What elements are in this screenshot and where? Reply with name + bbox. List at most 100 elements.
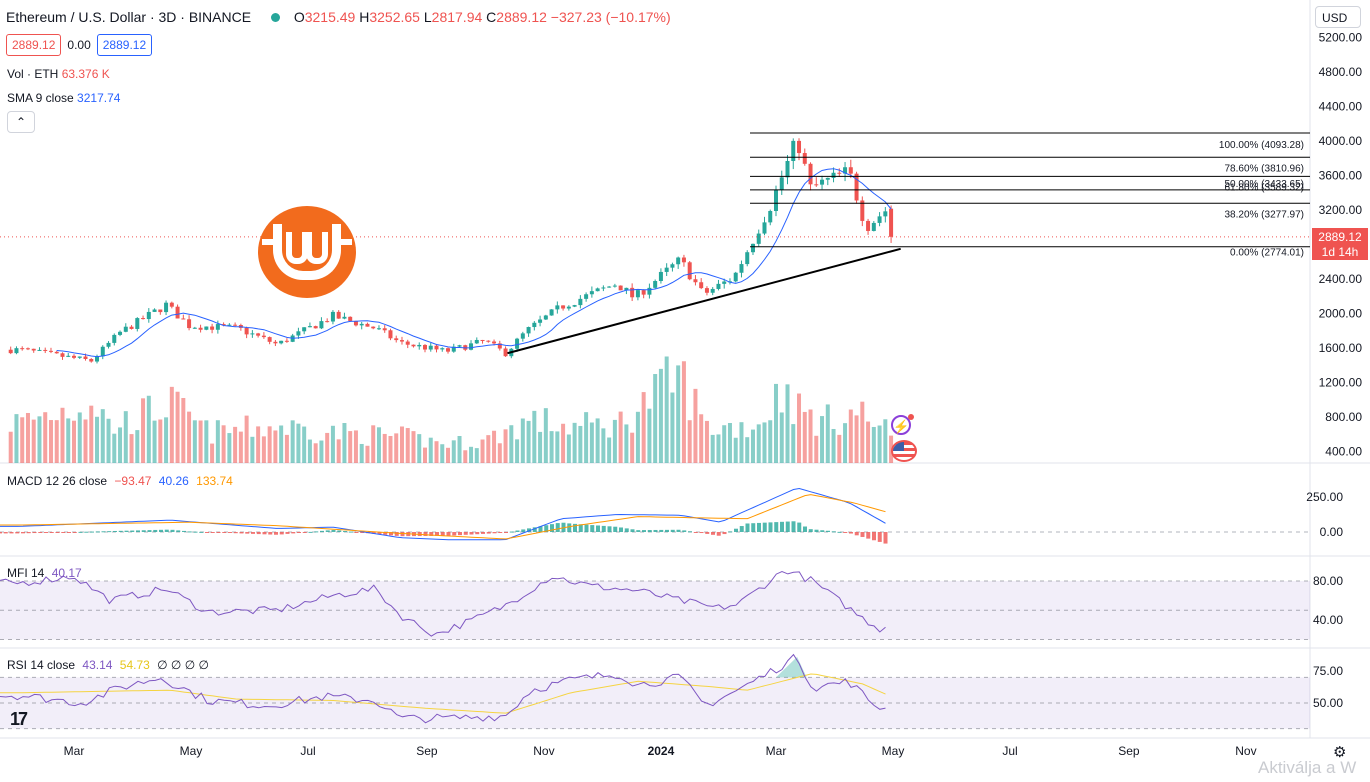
tradingview-logo-icon[interactable]: 17: [10, 709, 28, 729]
candle-body: [423, 344, 427, 350]
candle-body: [624, 287, 629, 291]
volume-bar: [31, 419, 36, 463]
macd-histogram-bar: [61, 532, 66, 533]
mfi-legend[interactable]: MFI 14 40.17: [7, 565, 82, 581]
mfi-layer: [0, 570, 1310, 640]
macd-histogram-bar: [567, 523, 572, 532]
volume-bar: [382, 433, 387, 463]
volume-bar: [635, 411, 640, 463]
macd-legend[interactable]: MACD 12 26 close −93.47 40.26 133.74: [7, 473, 233, 489]
macd-histogram-bar: [544, 525, 549, 532]
volume-bar: [152, 420, 157, 463]
trendline: [507, 247, 901, 355]
volume-bar: [371, 425, 376, 463]
symbol-legend[interactable]: Ethereum / U.S. Dollar · 3D · BINANCE O3…: [6, 9, 671, 25]
candle-body: [750, 243, 755, 253]
macd-histogram-bar: [55, 532, 60, 533]
macd-histogram-bar: [636, 530, 641, 532]
spread-value: 0.00: [67, 38, 91, 52]
volume-bar: [135, 430, 140, 463]
volume-bar: [538, 431, 543, 463]
macd-histogram-bar: [199, 531, 204, 533]
price-tick-label: 2400.00: [1319, 272, 1363, 286]
volume-bar: [785, 384, 790, 463]
macd-histogram-bar: [734, 528, 738, 532]
volume-legend[interactable]: Vol · ETH 63.376 K: [7, 66, 110, 82]
candle-body: [325, 321, 330, 323]
sell-price-button[interactable]: 2889.12: [6, 34, 62, 56]
macd-tick-label: 250.00: [1306, 490, 1343, 504]
macd-histogram-bar: [613, 526, 618, 532]
volume-bar: [871, 426, 876, 463]
macd-histogram-bar: [343, 531, 347, 533]
macd-histogram-bar: [860, 532, 865, 537]
settings-gear-icon[interactable]: ⚙: [1333, 744, 1347, 761]
volume-bar: [250, 436, 255, 463]
volume-bar: [284, 434, 289, 463]
volume-bar: [215, 420, 220, 463]
high-value: 3252.65: [369, 9, 420, 25]
candle-body: [256, 333, 261, 336]
macd-histogram-bar: [688, 531, 692, 533]
candle-body: [486, 340, 491, 342]
macd-histogram-bar: [297, 532, 301, 533]
macd-histogram-bar: [90, 531, 94, 533]
candle-body: [825, 177, 830, 180]
candle-body: [313, 326, 318, 329]
rsi-layer: [0, 653, 1310, 730]
candle-body: [164, 302, 169, 313]
candle-body: [267, 337, 272, 342]
us-flag-icon[interactable]: [891, 440, 917, 462]
candle-body: [658, 271, 663, 281]
time-tick-label: 2024: [648, 744, 675, 758]
macd-histogram-bar: [38, 532, 43, 533]
volume-bar: [330, 425, 335, 463]
macd-histogram-bar: [555, 523, 560, 532]
volume-bar: [779, 412, 784, 463]
buy-price-button[interactable]: 2889.12: [96, 34, 153, 56]
macd-histogram-bar: [521, 529, 526, 532]
candle-body: [785, 160, 790, 178]
sma-legend[interactable]: SMA 9 close 3217.74: [7, 90, 120, 106]
volume-bar: [687, 420, 692, 463]
candle-body: [382, 328, 387, 331]
rsi-overbought-fill: [776, 656, 807, 678]
volume-bar: [296, 423, 301, 463]
macd-histogram-bar: [440, 532, 445, 536]
volume-bar: [307, 439, 312, 463]
volume-bar: [434, 441, 439, 463]
candle-body: [635, 290, 640, 298]
collapse-legend-button[interactable]: ⌃: [7, 111, 35, 133]
macd-histogram-bar: [693, 532, 698, 533]
symbol-title[interactable]: Ethereum / U.S. Dollar · 3D · BINANCE: [6, 9, 252, 25]
macd-histogram-bar: [642, 530, 646, 532]
candle-body: [302, 327, 307, 332]
volume-bar: [359, 443, 364, 463]
signal-line: [0, 494, 886, 540]
currency-selector[interactable]: USD: [1315, 6, 1361, 28]
mfi-tick-label: 40.00: [1313, 613, 1343, 627]
volume-bar: [693, 388, 698, 463]
candle-body: [123, 326, 128, 332]
volume-bar: [877, 425, 882, 463]
rsi-extra-values: ∅ ∅ ∅ ∅: [157, 658, 209, 672]
candle-body: [175, 306, 180, 319]
lightning-icon[interactable]: ⚡: [891, 414, 914, 435]
volume-bar: [681, 361, 686, 463]
candle-body: [451, 346, 456, 352]
volume-bar: [100, 409, 105, 463]
macd-histogram-bar: [716, 532, 721, 536]
volume-bar: [77, 412, 82, 463]
macd-histogram-bar: [676, 529, 681, 532]
volume-bar: [210, 443, 215, 463]
macd-histogram-bar: [837, 531, 842, 533]
mfi-value: 40.17: [51, 566, 82, 580]
macd-histogram-bar: [153, 529, 158, 532]
volume-bar: [14, 414, 19, 463]
candle-body: [630, 287, 635, 298]
macd-histogram-bar: [176, 530, 181, 532]
candle-body: [589, 291, 594, 295]
rsi-legend[interactable]: RSI 14 close 43.14 54.73 ∅ ∅ ∅ ∅: [7, 657, 209, 673]
low-value: 2817.94: [431, 9, 483, 25]
